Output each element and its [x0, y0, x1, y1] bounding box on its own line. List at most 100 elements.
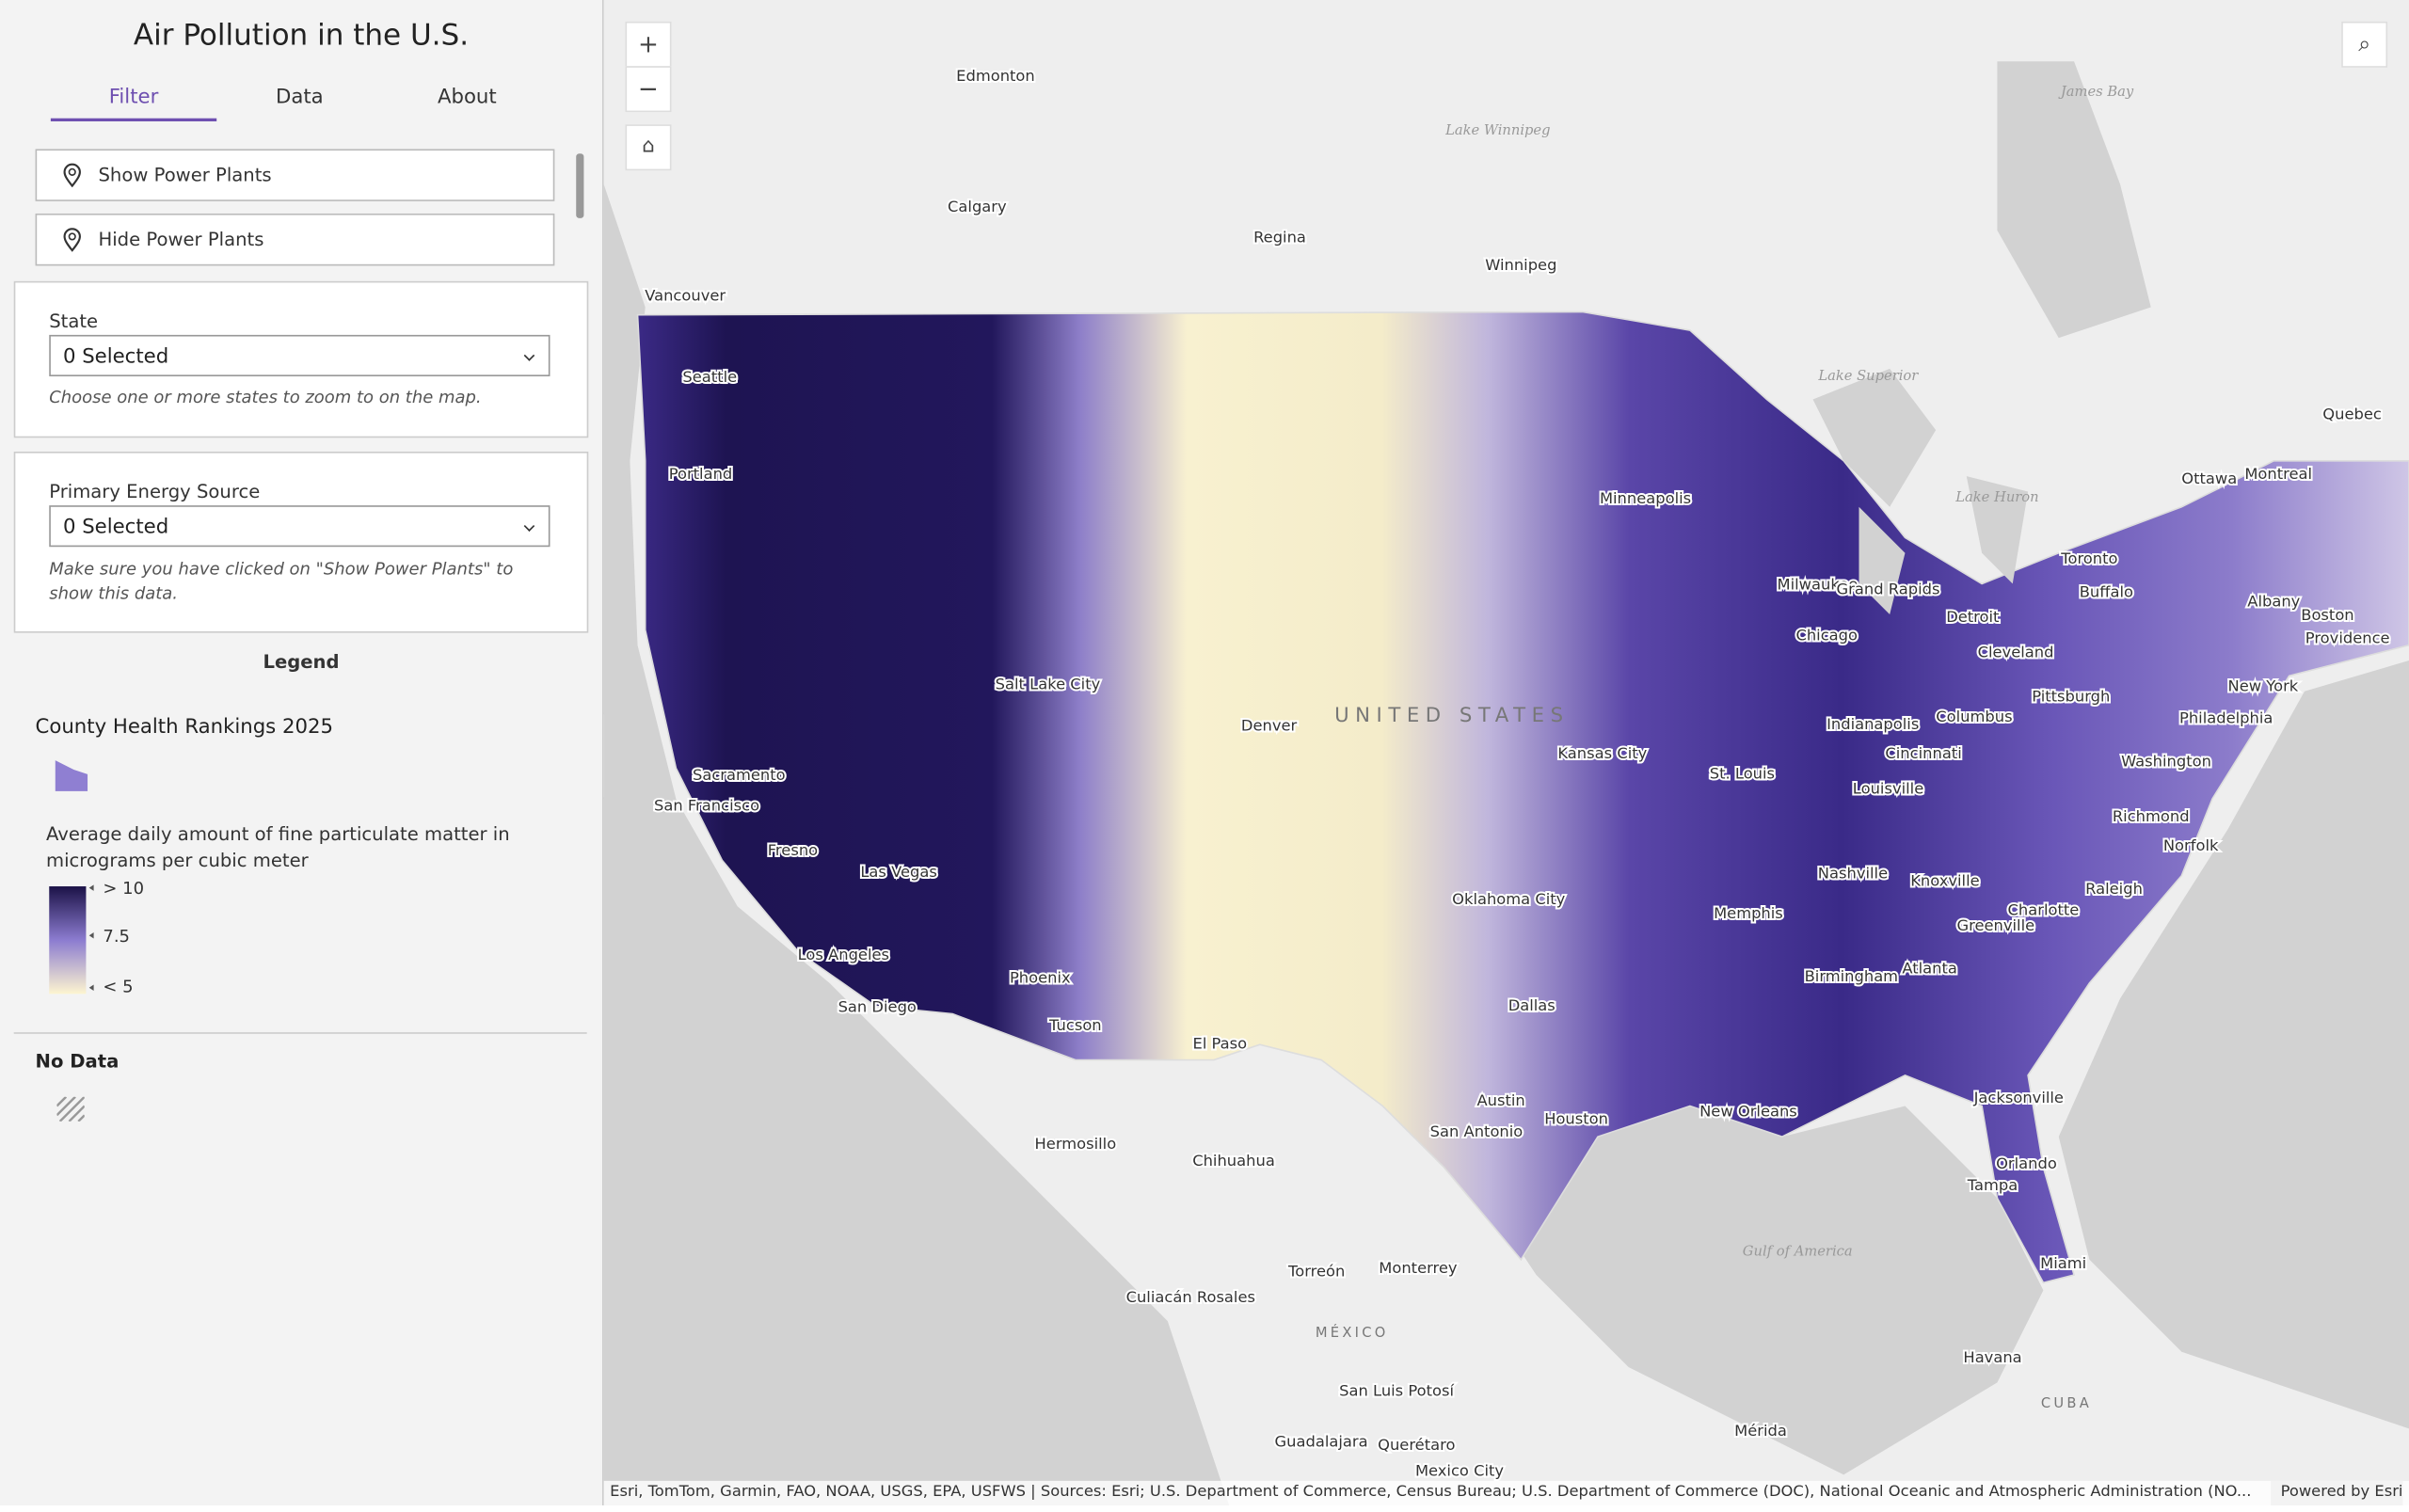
hide-button[interactable]: Hide Power Plants [35, 213, 555, 266]
map-canvas: Edmonton Calgary Regina Winnipeg Vancouver Se… [603, 0, 2409, 1505]
city-label: El Paso [1193, 1035, 1248, 1053]
button-label: Hide Power Plants [98, 229, 264, 251]
city-label: Jacksonville [1973, 1089, 2064, 1106]
region-label: MÉXICO [1316, 1324, 1389, 1341]
zoom-in[interactable]: + [625, 21, 672, 68]
city-label: Edmonton [956, 67, 1035, 85]
layer-swatch [55, 760, 88, 791]
city-label: Louisville [1853, 780, 1923, 798]
color-ramp [49, 884, 94, 995]
city-label: Dallas [1508, 996, 1555, 1014]
atlantic [2058, 661, 2409, 1429]
no-data-swatch [56, 1096, 85, 1122]
city-label: Denver [1241, 717, 1298, 735]
region-label: CUBA [2041, 1395, 2092, 1411]
city-label: Chicago [1795, 626, 1858, 644]
city-label: Raleigh [2085, 880, 2143, 898]
app-title: Air Pollution in the U.S. [133, 18, 470, 53]
city-label: Regina [1253, 229, 1306, 247]
city-label: Washington [2121, 752, 2211, 770]
city-label: Fresno [768, 841, 818, 859]
region-label: UNITED STATES [1334, 704, 1570, 727]
ramp-label: 7.5 [103, 926, 130, 947]
city-label: Winnipeg [1485, 256, 1556, 274]
ocean [603, 183, 1230, 1505]
great-lakes [1812, 368, 2029, 615]
scrollbar[interactable] [576, 153, 584, 218]
legend-description: Average daily amount of fine particulate… [45, 823, 510, 871]
city-label: Detroit [1946, 608, 1999, 626]
dropdown[interactable]: 0 Selected [49, 505, 550, 548]
city-label: New York [2228, 676, 2299, 694]
tab[interactable]: Filter [50, 86, 217, 121]
show-button[interactable]: Show Power Plants [35, 149, 555, 201]
water-label: Gulf of America [1743, 1244, 1853, 1260]
city-label: Charlotte [2008, 901, 2080, 919]
water-label: Lake Huron [1954, 489, 2038, 505]
city-label: Los Angeles [798, 946, 889, 963]
city-label: Torreón [1287, 1262, 1345, 1280]
city-label: Miami [2040, 1254, 2086, 1272]
city-label: Austin [1476, 1091, 1524, 1109]
city-label: San Francisco [654, 797, 759, 815]
filter-hint: Choose one or more states to zoom to on … [49, 387, 482, 407]
search-button[interactable]: ⌕ [2341, 21, 2388, 68]
city-label: Boston [2301, 606, 2353, 624]
city-label: St. Louis [1710, 764, 1775, 782]
city-label: Atlanta [1902, 960, 1957, 978]
button-label: Show Power Plants [98, 164, 272, 186]
no-data-title: No Data [35, 1050, 120, 1073]
city-label: Birmingham [1805, 967, 1898, 985]
city-label: Cincinnati [1885, 744, 1961, 762]
tab[interactable]: About [437, 86, 497, 109]
choropleth [636, 310, 2409, 1284]
city-label: Las Vegas [860, 863, 937, 881]
city-label: Minneapolis [1600, 489, 1691, 507]
city-label: Cleveland [1978, 643, 2054, 661]
city-label: Querétaro [1378, 1436, 1455, 1454]
city-label: San Luis Potosí [1339, 1382, 1454, 1400]
city-label: Hermosillo [1035, 1135, 1117, 1153]
city-label: Culiacán Rosales [1126, 1288, 1255, 1306]
city-label: Kansas City [1557, 744, 1647, 762]
city-label: Monterrey [1379, 1259, 1458, 1277]
city-label: San Diego [838, 998, 917, 1016]
bay [1997, 61, 2151, 339]
water-label: James Bay [2058, 84, 2134, 100]
city-label: Oklahoma City [1452, 890, 1566, 908]
city-label: Havana [1963, 1348, 2021, 1366]
city-label: Chihuahua [1192, 1152, 1275, 1170]
city-label: Norfolk [2163, 836, 2219, 854]
city-label: Albany [2247, 592, 2300, 610]
city-label: Orlando [1996, 1154, 2057, 1172]
city-label: Buffalo [2080, 583, 2133, 601]
city-label: Memphis [1714, 904, 1783, 922]
city-label: Knoxville [1910, 872, 1979, 890]
city-label: Milwaukee [1778, 576, 1859, 594]
tab[interactable]: Data [276, 86, 324, 109]
water-label: Lake Superior [1817, 368, 1919, 384]
ramp-label: < 5 [103, 977, 134, 997]
city-label: Ottawa [2181, 470, 2237, 487]
city-label: Vancouver [645, 287, 726, 305]
city-label: New Orleans [1699, 1103, 1797, 1121]
pin-icon [63, 228, 81, 252]
divider [13, 1032, 587, 1034]
city-label: Grand Rapids [1837, 580, 1940, 597]
home-button[interactable]: ⌂ [625, 124, 672, 171]
dropdown[interactable]: 0 Selected [49, 334, 550, 376]
energy-filter: Primary Energy Source 0 Selected Make su… [13, 451, 589, 633]
city-label: Richmond [2113, 807, 2190, 825]
filter-label: State [49, 310, 99, 332]
city-label: Salt Lake City [996, 676, 1101, 693]
city-label: Mérida [1734, 1422, 1787, 1440]
zoom-out[interactable]: − [625, 66, 672, 113]
city-label: Phoenix [1010, 968, 1071, 986]
city-label: Toronto [2060, 549, 2117, 567]
layer-title: County Health Rankings 2025 [35, 715, 334, 740]
city-label: Montreal [2244, 465, 2312, 483]
city-label: Guadalajara [1275, 1433, 1368, 1451]
powered-by: Powered by Esri [2271, 1480, 2403, 1505]
gulf [1475, 1106, 2044, 1475]
